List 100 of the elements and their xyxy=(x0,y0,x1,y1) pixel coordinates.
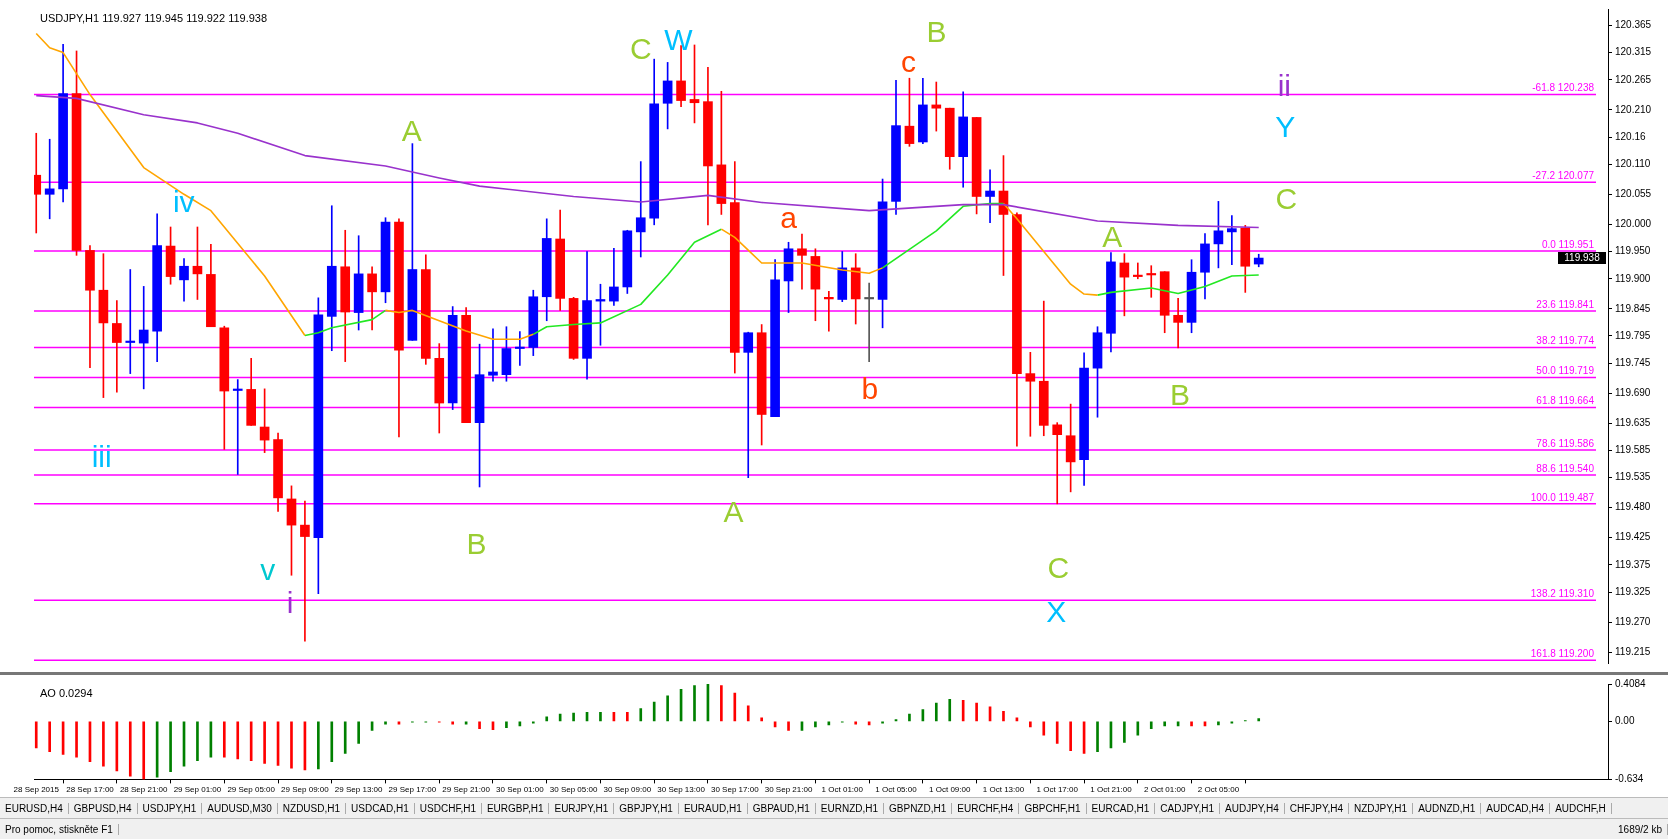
annotation: X xyxy=(1046,595,1067,628)
bar xyxy=(1002,710,1005,722)
x-tick-label: 29 Sep 13:00 xyxy=(334,785,383,795)
y-tick-label: 120.265 xyxy=(1615,73,1652,85)
text: EURAUD,H1 xyxy=(678,802,748,814)
bar xyxy=(1163,721,1167,727)
bar xyxy=(1042,721,1046,736)
bar xyxy=(128,721,132,777)
bar xyxy=(626,711,629,722)
bar xyxy=(975,702,978,722)
bar xyxy=(196,721,199,762)
annotation: ii xyxy=(1277,68,1291,102)
bar xyxy=(290,721,293,769)
x-tick-label: 30 Sep 13:00 xyxy=(657,785,706,795)
ref-line-label: -61.8 120.238 xyxy=(1532,82,1595,94)
y-tick-label: 119.215 xyxy=(1615,645,1651,657)
x-tick-label: 2 Oct 01:00 xyxy=(1144,785,1186,795)
text: AUDCHF,H xyxy=(1550,802,1612,814)
bar xyxy=(1096,721,1099,752)
x-tick-label: 29 Sep 01:00 xyxy=(173,785,222,795)
bar xyxy=(263,721,266,764)
y-tick-label: 119.270 xyxy=(1615,615,1651,627)
x-tick-label: 30 Sep 09:00 xyxy=(603,785,652,795)
y-tick-label: 119.900 xyxy=(1615,272,1651,284)
chart-title: USDJPY,H1 119.927 119.945 119.922 119.938 xyxy=(40,11,268,24)
ref-line-label: 138.2 119.310 xyxy=(1530,588,1595,600)
y-tick-label: 120.16 xyxy=(1615,130,1647,142)
x-tick-label: 28 Sep 21:00 xyxy=(119,785,169,795)
x-tick-label: 2 Oct 05:00 xyxy=(1197,785,1240,795)
bar xyxy=(720,685,723,722)
annotation: Y xyxy=(1275,110,1296,144)
bar xyxy=(760,717,763,722)
bar xyxy=(236,721,240,760)
text: CADJPY,H1 xyxy=(1155,802,1221,814)
bar xyxy=(1190,721,1193,727)
bar xyxy=(934,702,938,722)
bar xyxy=(948,699,952,722)
ref-line-label: 50.0 119.719 xyxy=(1536,365,1595,377)
bar xyxy=(1257,718,1261,722)
annotation: 119.938 xyxy=(1564,251,1601,263)
y-tick-label: 119.745 xyxy=(1615,357,1651,368)
text: AUDNZD,H1 xyxy=(1413,802,1482,814)
bar xyxy=(1136,721,1140,736)
x-tick-label: 28 Sep 17:00 xyxy=(66,785,115,795)
ref-line-label: 0.0 119.951 xyxy=(1541,238,1595,250)
ref-line-label: 100.0 119.487 xyxy=(1530,491,1595,503)
y-tick-label: 119.845 xyxy=(1615,302,1651,314)
annotation: C xyxy=(1047,550,1070,584)
bar xyxy=(572,712,575,722)
bar xyxy=(1149,721,1153,730)
chart-title: AO 0.0294 xyxy=(40,686,93,699)
bar xyxy=(142,721,146,780)
y-tick-label: -0.634 xyxy=(1615,773,1644,785)
ref-line-label: -27.2 120.077 xyxy=(1532,170,1595,182)
text: EURCHF,H4 xyxy=(952,802,1020,814)
annotation: c xyxy=(900,45,916,79)
annotation: C xyxy=(629,31,652,65)
annotation: A xyxy=(723,495,744,529)
bar xyxy=(787,721,790,731)
text: NZDUSD,H1 xyxy=(277,802,347,814)
bar xyxy=(48,721,51,752)
bar xyxy=(1069,721,1072,751)
text: AUDJPY,H4 xyxy=(1220,802,1285,814)
y-tick-label: 119.480 xyxy=(1615,501,1651,513)
y-tick-label: 120.210 xyxy=(1615,103,1652,115)
annotation: A xyxy=(401,113,422,147)
text: GBPAUD,H1 xyxy=(747,802,816,814)
ref-line-label: 38.2 119.774 xyxy=(1536,335,1595,347)
x-tick-label: 29 Sep 21:00 xyxy=(442,785,491,795)
bar xyxy=(746,705,750,722)
y-tick-label: 119.585 xyxy=(1615,444,1651,456)
x-tick-label: 1 Oct 09:00 xyxy=(929,785,971,795)
bar xyxy=(34,721,38,749)
bar xyxy=(505,721,508,729)
ref-line-label: 88.6 119.540 xyxy=(1536,462,1595,474)
text: EURCAD,H1 xyxy=(1086,802,1156,814)
bar xyxy=(666,695,669,722)
text: GBPNZD,H1 xyxy=(884,802,953,814)
text: AUDCAD,H4 xyxy=(1481,802,1551,814)
ref-line-label: 78.6 119.586 xyxy=(1536,437,1595,449)
bar xyxy=(639,708,643,722)
y-tick-label: 120.365 xyxy=(1615,19,1652,31)
y-tick-label: 120.315 xyxy=(1615,46,1652,58)
bar xyxy=(908,713,911,722)
bar xyxy=(961,700,965,722)
y-tick-label: 119.690 xyxy=(1615,386,1651,398)
bar xyxy=(1055,721,1059,744)
bar xyxy=(478,721,481,730)
bar xyxy=(693,685,696,722)
bar xyxy=(1123,721,1126,743)
y-tick-label: 119.325 xyxy=(1615,585,1651,597)
text: EURNZD,H1 xyxy=(815,802,885,814)
bar xyxy=(249,721,253,762)
x-tick-label: 30 Sep 21:00 xyxy=(764,785,813,795)
text: EURGBP,H1 xyxy=(481,802,550,814)
text: GBPUSD,H4 xyxy=(68,802,138,814)
annotation: v xyxy=(260,553,276,587)
bar xyxy=(102,721,105,767)
bar xyxy=(545,716,549,722)
y-tick-label: 119.950 xyxy=(1615,245,1651,257)
